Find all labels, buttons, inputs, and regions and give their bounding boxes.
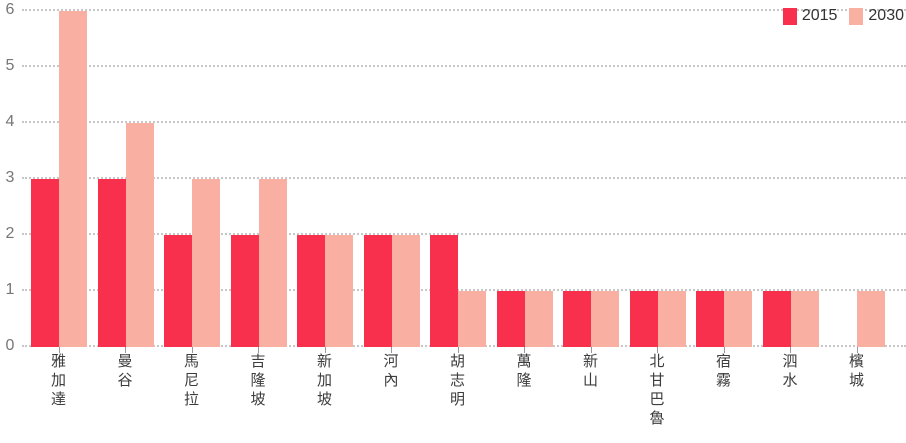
x-category-label-9: 北甘巴魯 xyxy=(647,353,665,429)
bar-2015-3 xyxy=(230,235,259,347)
bar-2015-8 xyxy=(563,291,591,347)
gridline-2 xyxy=(22,233,906,235)
bar-2015-5 xyxy=(363,235,392,347)
y-tick-label-6: 6 xyxy=(5,1,15,18)
y-tick-label-0: 0 xyxy=(5,337,15,354)
x-category-label-0: 雅加達 xyxy=(49,353,66,410)
bar-2015-11 xyxy=(762,291,791,347)
x-axis-tick-11 xyxy=(790,347,791,353)
bar-2030-12 xyxy=(857,291,885,347)
y-tick-label-4: 4 xyxy=(5,113,15,130)
bar-2015-10 xyxy=(696,291,724,347)
x-category-label-2: 馬尼拉 xyxy=(182,353,199,410)
x-axis-tick-6 xyxy=(457,347,459,353)
x-axis-tick-2 xyxy=(191,347,193,353)
bar-2030-11 xyxy=(790,291,819,347)
bar-2030-4 xyxy=(325,235,353,347)
x-axis-tick-3 xyxy=(258,347,259,353)
x-axis-tick-7 xyxy=(524,347,525,353)
y-tick-label-5: 5 xyxy=(5,57,15,74)
bar-2030-1 xyxy=(125,123,154,347)
bar-2015-9 xyxy=(629,291,658,347)
bar-2030-9 xyxy=(657,291,686,347)
x-category-label-11: 泗水 xyxy=(780,353,798,391)
gridline-3 xyxy=(22,177,906,179)
x-axis-tick-0 xyxy=(58,347,60,353)
x-category-label-1: 曼谷 xyxy=(115,353,133,391)
legend-swatch-2015 xyxy=(782,7,797,25)
x-category-label-10: 宿霧 xyxy=(714,353,731,391)
bar-2015-7 xyxy=(496,291,525,347)
bar-2015-4 xyxy=(297,235,325,347)
bar-2030-10 xyxy=(724,291,752,347)
bar-2030-6 xyxy=(458,291,486,347)
x-category-label-5: 河內 xyxy=(381,353,399,391)
x-axis-tick-5 xyxy=(391,347,392,353)
bar-2015-1 xyxy=(97,179,126,347)
legend-label-2015: 2015 xyxy=(801,7,838,24)
bar-2030-7 xyxy=(524,291,553,347)
gridline-6 xyxy=(22,9,906,11)
x-axis-tick-4 xyxy=(324,347,326,353)
bar-2030-8 xyxy=(591,291,619,347)
x-axis-tick-12 xyxy=(856,347,858,353)
y-tick-label-1: 1 xyxy=(5,281,15,298)
x-axis-tick-8 xyxy=(590,347,592,353)
legend-label-2030: 2030 xyxy=(868,7,904,24)
x-axis-tick-1 xyxy=(125,347,126,353)
bar-2030-3 xyxy=(258,179,287,347)
legend: 2015 2030 xyxy=(782,7,904,25)
bar-2015-0 xyxy=(31,179,59,347)
bar-2030-5 xyxy=(391,235,420,347)
x-category-label-7: 萬隆 xyxy=(514,353,532,391)
bar-2015-6 xyxy=(430,235,458,347)
bar-2030-0 xyxy=(59,11,87,347)
x-axis-tick-9 xyxy=(657,347,658,353)
x-category-label-8: 新山 xyxy=(581,353,598,391)
x-axis-tick-10 xyxy=(723,347,725,353)
gridline-5 xyxy=(22,65,906,67)
gridline-1 xyxy=(22,289,906,291)
y-tick-label-3: 3 xyxy=(5,169,15,186)
legend-swatch-2030 xyxy=(849,7,864,25)
bar-2030-2 xyxy=(192,179,220,347)
gridline-4 xyxy=(22,121,906,123)
x-category-label-6: 胡志明 xyxy=(448,353,465,410)
x-category-label-12: 檳城 xyxy=(847,353,864,391)
bar-2015-2 xyxy=(164,235,192,347)
x-category-label-3: 吉隆坡 xyxy=(248,353,266,410)
x-category-label-4: 新加坡 xyxy=(315,353,332,410)
y-tick-label-2: 2 xyxy=(5,225,15,242)
